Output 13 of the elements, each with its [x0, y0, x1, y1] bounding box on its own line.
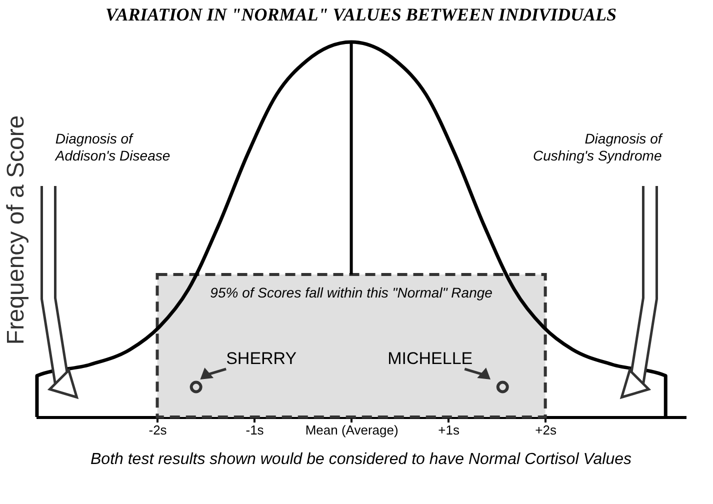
x-tick-label: +1s [438, 422, 460, 438]
y-axis-title: Frequency of a Score [2, 115, 30, 345]
annotation: Diagnosis of Addison's Disease [54, 130, 170, 164]
annotation: Diagnosis of Cushing's Syndrome [533, 130, 664, 164]
x-tick-label: +2s [535, 422, 557, 438]
x-tick-label: -2s [148, 422, 168, 438]
x-tick-label: -1s [246, 422, 264, 438]
chart-title: VARIATION IN "NORMAL" VALUES BETWEEN INDIVIDUALS [106, 4, 616, 24]
text: Both test results shown would be considered to have Normal Cortisol Values [90, 451, 632, 468]
x-tick-label: Mean (Average) [305, 422, 398, 438]
series-label: SHERRY [226, 349, 297, 368]
series-label: MICHELLE [388, 349, 473, 368]
band-label: 95% of Scores fall within this "Normal" Range [210, 284, 493, 300]
